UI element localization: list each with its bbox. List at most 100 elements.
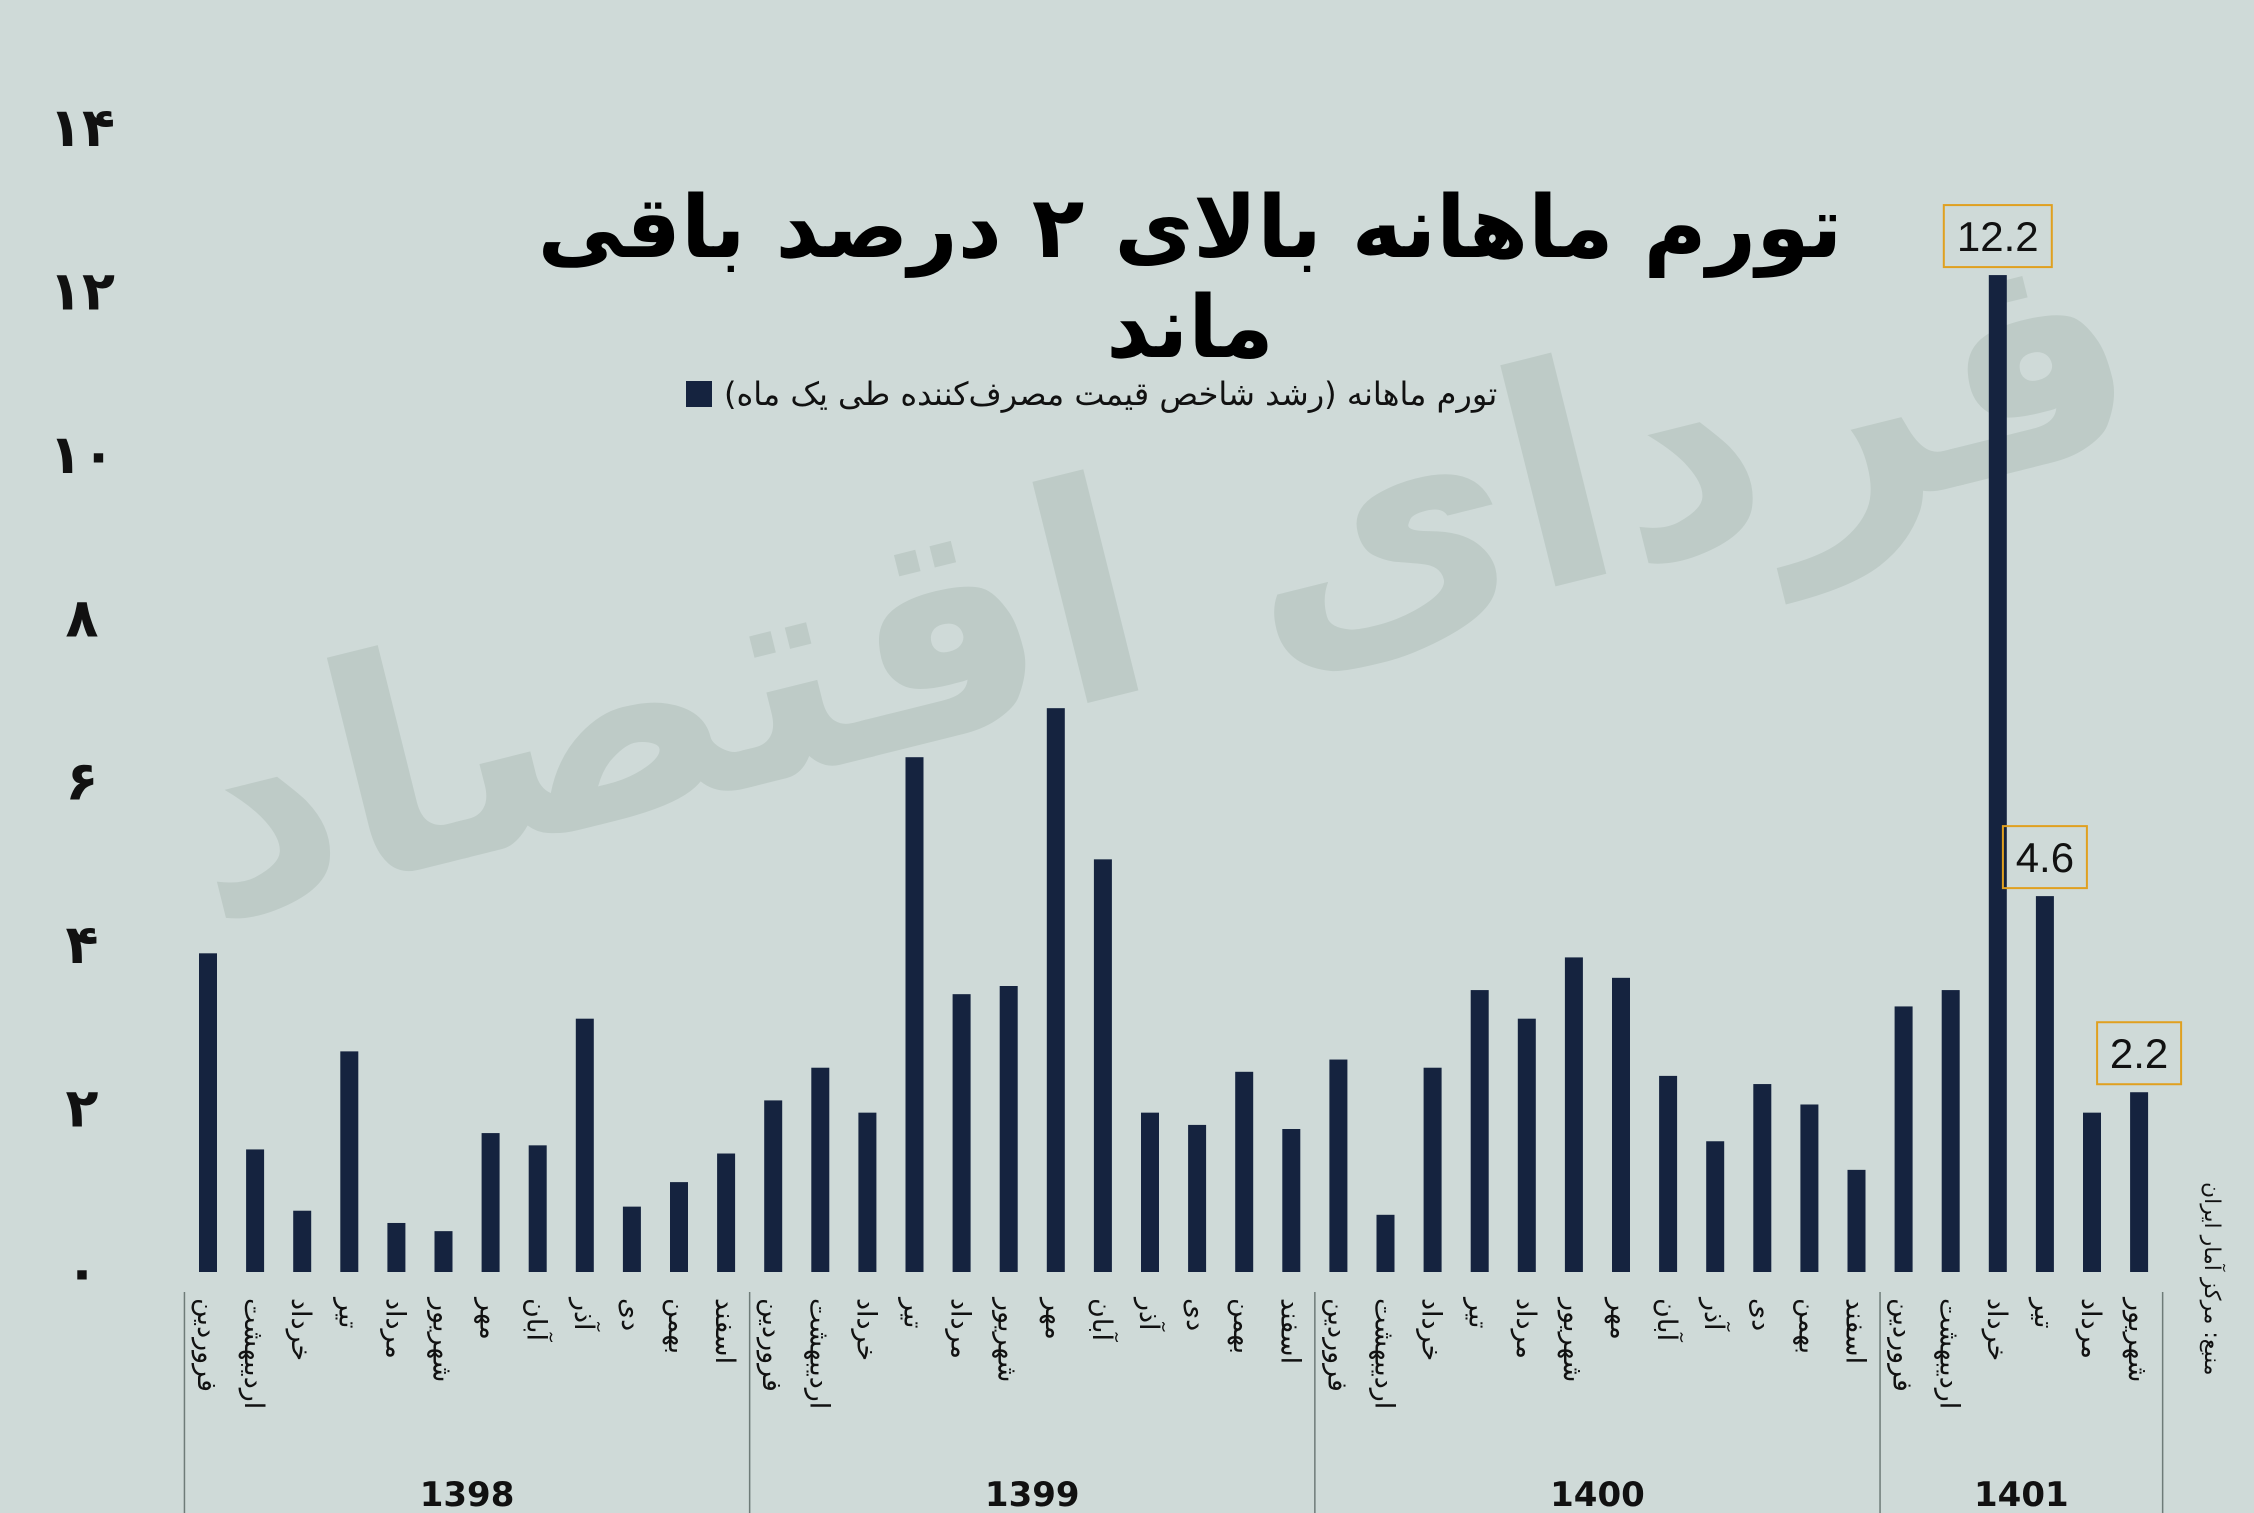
bar (764, 1100, 783, 1272)
bar (717, 1153, 736, 1272)
x-tick-label: اردیبهشت (1369, 1298, 1400, 1409)
bar (481, 1133, 500, 1272)
bar (952, 994, 971, 1272)
bar (1612, 977, 1630, 1272)
year-group-label: 1398 (420, 1475, 515, 1513)
bar (1423, 1067, 1442, 1272)
bar (1800, 1104, 1819, 1272)
x-tick-label: آذر (1698, 1296, 1730, 1332)
bar (1329, 1059, 1348, 1272)
x-tick-label: آذر (1133, 1296, 1165, 1332)
x-tick-label: مرداد (945, 1298, 976, 1359)
x-tick-label: مرداد (1510, 1298, 1541, 1359)
bar (1564, 957, 1583, 1272)
x-tick-label: اردیبهشت (238, 1298, 269, 1409)
x-tick-label: بهمن (662, 1298, 693, 1354)
bar (1235, 1071, 1254, 1272)
x-tick-label: اسفند (1274, 1298, 1305, 1364)
chart-title: تورم ماهانه بالای ۲ درصد باقی ماند (537, 178, 1843, 378)
bar (858, 1112, 877, 1272)
bar (575, 1018, 594, 1272)
x-tick-label: تیر (2028, 1296, 2059, 1329)
y-tick-label: ۱۴ (49, 96, 115, 159)
x-tick-label: فروردین (756, 1298, 787, 1392)
x-tick-label: خرداد (285, 1298, 316, 1361)
bar (1753, 1084, 1772, 1272)
year-groups: 1398 1399 1400 1401 (183, 1292, 2164, 1513)
x-tick-label: مهر (1039, 1296, 1070, 1340)
x-tick-label: تیر (1463, 1296, 1494, 1329)
bar (622, 1206, 641, 1272)
value-callouts: 12.2 4.6 2.2 (1942, 204, 2183, 1086)
y-tick-label: ۱۰ (49, 423, 115, 486)
bar (1188, 1124, 1207, 1272)
x-tick-label: خرداد (850, 1298, 881, 1361)
year-group-label: 1399 (985, 1475, 1080, 1513)
y-tick-label: ۱۲ (49, 259, 115, 322)
callout-box (2001, 825, 2088, 890)
bar (2035, 896, 2054, 1272)
legend-swatch (686, 381, 712, 407)
y-tick-label: ۸ (66, 586, 99, 649)
bar (2083, 1112, 2101, 1272)
x-tick-label: بهمن (1792, 1298, 1823, 1354)
x-tick-label: فروردین (191, 1298, 222, 1392)
x-tick-label: خرداد (1981, 1298, 2012, 1361)
bar (1470, 990, 1489, 1272)
x-tick-label: فروردین (1887, 1298, 1918, 1392)
x-tick-label: بهمن (1227, 1298, 1258, 1354)
bar (811, 1067, 830, 1272)
bar (2130, 1092, 2149, 1272)
callout-label: 12.2 (1957, 213, 2039, 260)
x-tick-label: مهر (1604, 1296, 1635, 1340)
x-tick-label: دی (1180, 1298, 1211, 1331)
x-tick-label: آبان (1086, 1298, 1118, 1343)
bar (199, 953, 217, 1272)
x-tick-label: دی (615, 1298, 646, 1331)
bar (1517, 1018, 1536, 1272)
x-tick-label: آبان (1651, 1298, 1683, 1343)
bar (1988, 275, 2007, 1273)
x-tick-label: مهر (474, 1296, 505, 1340)
x-tick-label: مرداد (379, 1298, 410, 1359)
bar (387, 1222, 406, 1272)
bar (340, 1051, 359, 1272)
x-tick-label: اسفند (709, 1298, 740, 1364)
x-tick-label: اردیبهشت (1934, 1298, 1965, 1409)
x-tick-label: شهریور (1557, 1296, 1588, 1382)
x-tick-label: شهریور (992, 1296, 1023, 1382)
x-tick-label: خرداد (1416, 1298, 1447, 1361)
bar (1141, 1112, 1159, 1272)
bar (1046, 708, 1065, 1272)
y-tick-label: ۰ (66, 1240, 99, 1303)
y-tick-label: ۶ (66, 750, 99, 813)
y-tick-label: ۴ (66, 913, 99, 976)
bar (1659, 1075, 1678, 1272)
x-tick-label: فروردین (1321, 1298, 1352, 1392)
x-tick-label: شهریور (2122, 1296, 2153, 1382)
bar (1282, 1129, 1301, 1272)
bar (1847, 1169, 1866, 1272)
callout-box (2096, 1021, 2183, 1086)
x-tick-label: شهریور (427, 1296, 458, 1382)
x-tick-label: تیر (898, 1296, 929, 1329)
bar (670, 1182, 688, 1272)
y-tick-label: ۲ (66, 1077, 99, 1140)
x-tick-label: اسفند (1840, 1298, 1871, 1364)
callout-box (1942, 204, 2053, 269)
x-axis-labels: فروردین اردیبهشت خرداد تیر مرداد شهریور مهر آبا… (191, 1296, 2153, 1409)
x-tick-label: دی (1745, 1298, 1776, 1331)
x-tick-label: اردیبهشت (803, 1298, 834, 1409)
legend: تورم ماهانه (رشد شاخص قیمت مصرف‌کننده طی… (686, 372, 1497, 416)
bar (434, 1231, 453, 1272)
bars (199, 275, 2149, 1273)
year-group-label: 1401 (1974, 1475, 2069, 1513)
bar (1894, 1006, 1913, 1272)
bar (1941, 990, 1960, 1272)
bar (999, 986, 1018, 1272)
bar (905, 757, 924, 1272)
bar (1376, 1214, 1395, 1272)
x-tick-label: تیر (332, 1296, 363, 1329)
y-axis-label: درصد (0, 708, 14, 798)
